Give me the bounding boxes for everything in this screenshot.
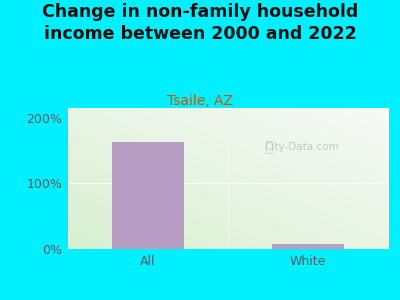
Text: Change in non-family household
income between 2000 and 2022: Change in non-family household income be…: [42, 3, 358, 43]
Text: City-Data.com: City-Data.com: [264, 142, 339, 152]
Text: ⓘ: ⓘ: [264, 140, 272, 154]
Text: Tsaile, AZ: Tsaile, AZ: [167, 94, 233, 109]
Bar: [112, 142, 184, 249]
Bar: [272, 244, 344, 249]
